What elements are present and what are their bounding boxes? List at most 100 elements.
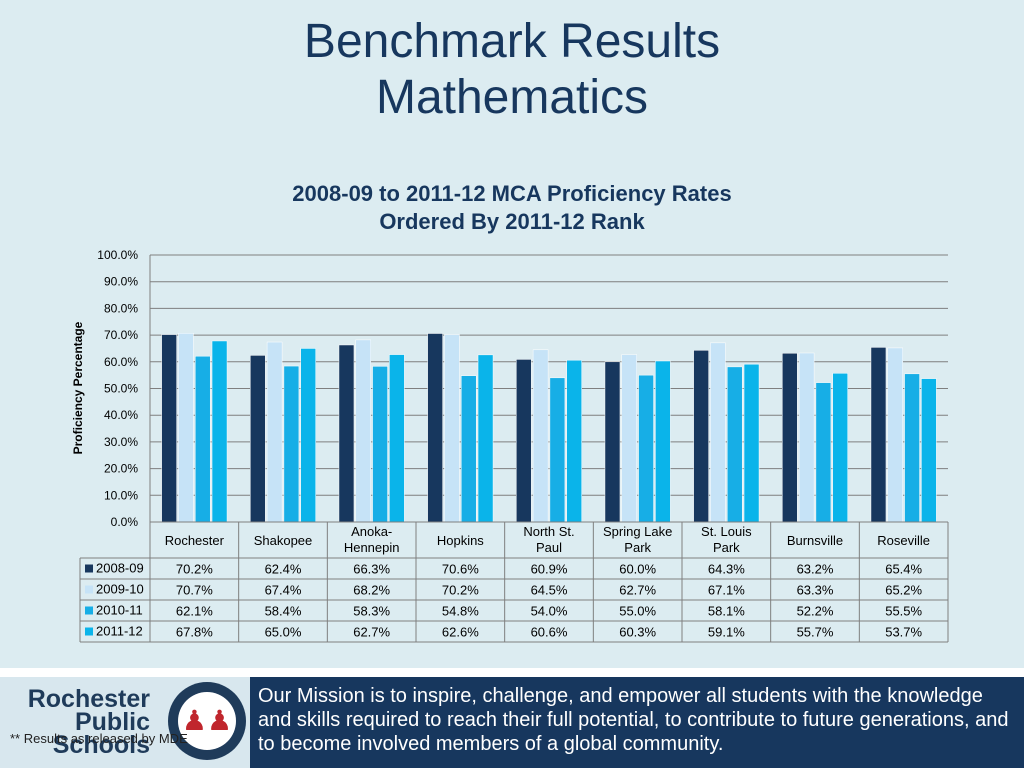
table-value: 53.7% (885, 625, 922, 640)
table-value: 55.5% (885, 604, 922, 619)
logo-line2: Public (74, 708, 150, 736)
table-value: 62.6% (442, 625, 479, 640)
table-value: 60.6% (531, 625, 568, 640)
table-value: 62.4% (265, 562, 302, 577)
table-value: 54.8% (442, 604, 479, 619)
bar-2010-11-2 (372, 366, 388, 523)
bar-2008-09-3 (427, 333, 443, 523)
slide-title: Benchmark Results Mathematics (0, 14, 1024, 126)
bar-2009-10-3 (444, 334, 460, 523)
table-category-label: Spring Lake Park (603, 524, 672, 555)
bar-2011-12-4 (566, 359, 582, 523)
slide-title-line2: Mathematics (375, 71, 649, 124)
bar-2010-11-8 (904, 373, 920, 523)
table-value: 68.2% (353, 583, 390, 598)
table-value: 54.0% (531, 604, 568, 619)
y-tick-label: 40.0% (104, 408, 138, 422)
logo-line3: Schools (52, 731, 150, 759)
table-category-label: St. Louis Park (701, 524, 752, 555)
table-value: 65.4% (885, 562, 922, 577)
mission-statement: Our Mission is to inspire, challenge, an… (258, 685, 1009, 755)
table-value: 55.0% (619, 604, 656, 619)
table-value: 60.3% (619, 625, 656, 640)
bar-2008-09-2 (338, 344, 355, 523)
bar-2008-09-5 (604, 361, 621, 523)
data-table: Rochester Shakopee Anoka-Hennepin Hopkins No… (79, 521, 949, 643)
bar-2009-10-0 (178, 332, 194, 523)
table-category-label: Burnsville (787, 533, 843, 548)
seal-figures-icon: ♟♟ (178, 692, 236, 750)
table-category-label: North St. Paul (523, 524, 574, 555)
bar-2010-11-5 (638, 374, 654, 523)
footnote: ** Results as released by MDE (10, 731, 188, 746)
y-tick-label: 0.0% (111, 515, 139, 529)
bar-2008-09-1 (250, 355, 266, 523)
table-value: 70.6% (442, 562, 479, 577)
table-value: 65.0% (265, 625, 302, 640)
legend-swatch-2009-10 (85, 585, 93, 594)
district-logo-text: Rochester Public Schools (10, 685, 150, 759)
table-value: 66.3% (353, 562, 390, 577)
bar-2011-12-0 (211, 340, 228, 523)
y-tick-label: 80.0% (104, 301, 138, 315)
legend-swatch-2010-11 (85, 606, 93, 615)
table-value: 58.1% (708, 604, 745, 619)
table-value: 70.7% (176, 583, 213, 598)
chart-subtitle: Ordered By 2011-12 Rank (379, 209, 645, 234)
bar-2010-11-1 (283, 365, 300, 523)
y-tick-label: 90.0% (104, 275, 138, 289)
legend-label: 2008-09 (96, 561, 144, 576)
y-tick-label: 100.0% (97, 248, 138, 262)
bar-2011-12-6 (743, 363, 760, 523)
table-value: 64.3% (708, 562, 745, 577)
legend-label: 2011-12 (96, 624, 143, 639)
bar-2010-11-0 (194, 355, 211, 523)
table-category-label: Hopkins (437, 533, 484, 548)
legend-label: 2009-10 (96, 582, 144, 597)
legend-swatch-2008-09 (85, 564, 93, 573)
y-tick-label: 60.0% (104, 355, 138, 369)
bar-2011-12-1 (300, 348, 316, 523)
bar-2009-10-2 (355, 339, 372, 523)
chart-title-block: 2008-09 to 2011-12 MCA Proficiency Rates… (0, 180, 1024, 236)
bar-2010-11-6 (726, 366, 743, 523)
table-category-label: Anoka-Hennepin (344, 524, 400, 555)
table-category-label: Rochester (165, 533, 225, 548)
y-tick-labels: 0.0% 10.0% 20.0% 30.0% 40.0% 50.0% 60.0% 70.0% 8… (97, 248, 138, 529)
table-value: 67.8% (176, 625, 213, 640)
bar-2009-10-7 (798, 352, 815, 523)
table-value: 62.7% (619, 583, 656, 598)
logo-line1: Rochester (27, 685, 150, 713)
y-tick-label: 10.0% (104, 488, 138, 502)
bar-chart: Proficiency Percentage 0.0% 10.0% 20.0% 30.… (71, 248, 949, 643)
bar-2009-10-6 (710, 342, 726, 523)
table-value: 55.7% (797, 625, 834, 640)
legend-label: 2010-11 (96, 603, 143, 618)
bar-2008-09-7 (782, 353, 798, 523)
y-tick-label: 70.0% (104, 328, 138, 342)
bar-2010-11-7 (815, 382, 832, 523)
table-value: 67.4% (265, 583, 302, 598)
bar-2008-09-8 (870, 347, 887, 523)
mission-banner (250, 677, 1024, 768)
y-tick-label: 30.0% (104, 435, 138, 449)
table-value: 64.5% (531, 583, 568, 598)
table-value: 65.2% (885, 583, 922, 598)
slide-title-line1: Benchmark Results (303, 15, 721, 68)
bar-2008-09-0 (161, 334, 177, 523)
bar-2008-09-6 (693, 350, 709, 523)
table-value: 70.2% (442, 583, 479, 598)
bar-2011-12-5 (655, 360, 671, 523)
y-tick-label: 20.0% (104, 462, 138, 476)
bar-2009-10-4 (532, 349, 549, 523)
table-value: 58.4% (265, 604, 302, 619)
bar-2009-10-1 (266, 341, 283, 523)
y-axis-label: Proficiency Percentage (71, 321, 85, 454)
chart-title: 2008-09 to 2011-12 MCA Proficiency Rates (292, 181, 732, 206)
table-category-label: Shakopee (254, 533, 313, 548)
table-value: 58.3% (353, 604, 390, 619)
bar-2009-10-8 (887, 347, 904, 523)
table-value: 67.1% (708, 583, 745, 598)
table-value: 70.2% (176, 562, 213, 577)
table-value: 63.2% (797, 562, 834, 577)
